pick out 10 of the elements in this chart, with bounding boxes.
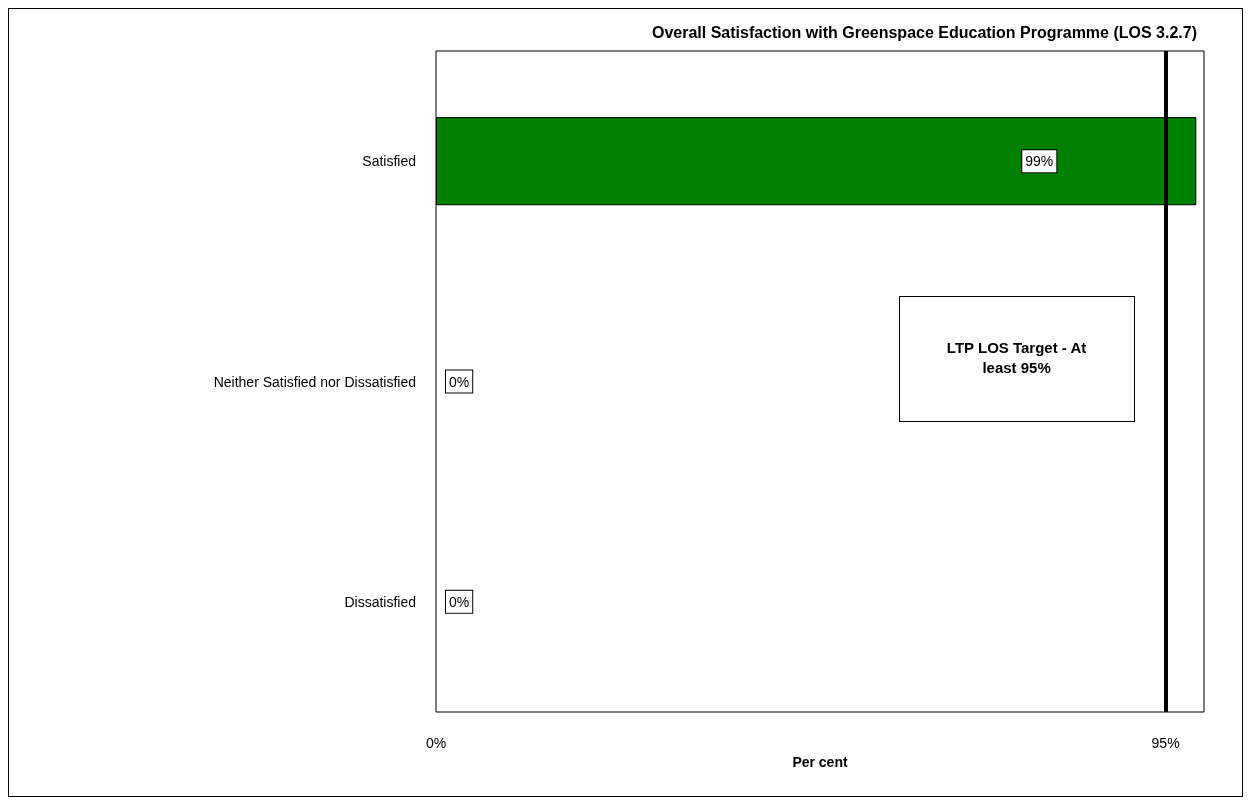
chart-title: Overall Satisfaction with Greenspace Education Programme (LOS 3.2.7) — [651, 23, 1198, 41]
x-axis-title: Per cent — [792, 753, 848, 770]
data-label: 0% — [449, 593, 470, 610]
y-tick-label: Dissatisfied — [344, 593, 416, 610]
data-label: 99% — [1025, 153, 1054, 170]
data-label: 0% — [449, 373, 470, 390]
x-tick-label: 95% — [1151, 735, 1180, 751]
ref-line-label: LTP LOS Target - At least 95% — [945, 338, 1088, 378]
y-tick-label: Satisfied — [362, 153, 416, 170]
y-tick-label: Neither Satisfied nor Dissatisfied — [213, 373, 416, 390]
